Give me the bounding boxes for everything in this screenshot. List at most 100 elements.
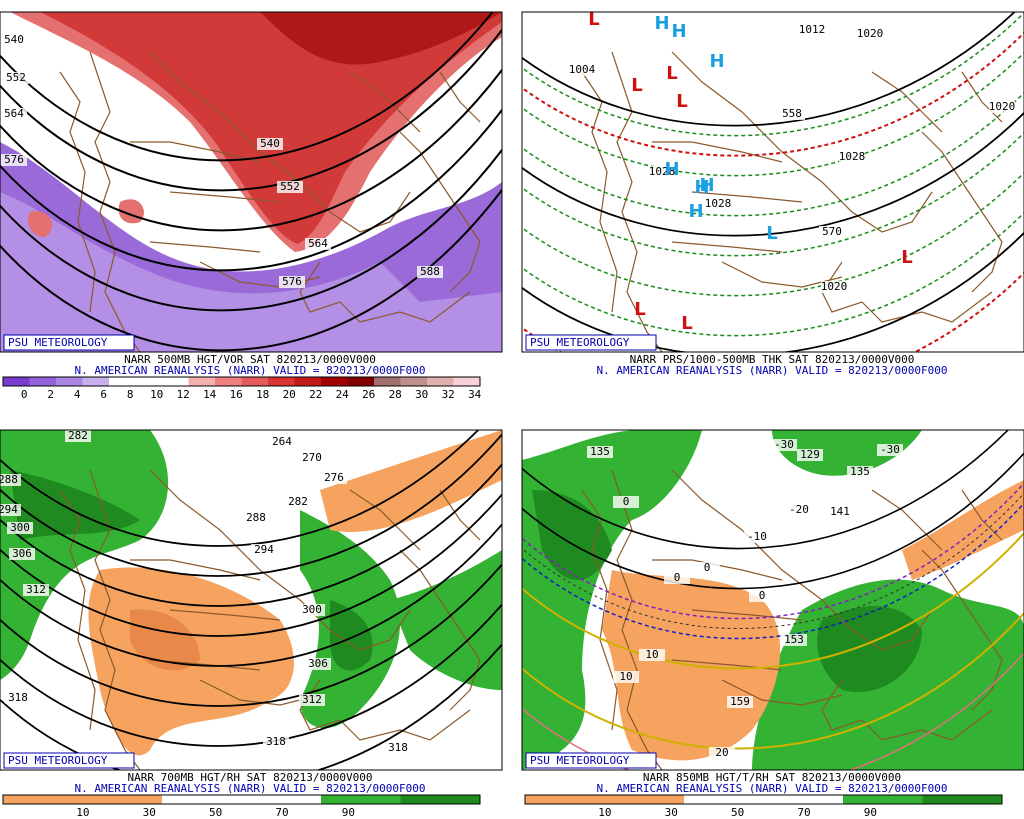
contour-label: 540: [4, 33, 24, 46]
colorbar-label: 32: [442, 388, 455, 401]
colorbar-swatch: [162, 377, 189, 386]
label-bg: [417, 266, 443, 278]
contour: [522, 51, 1024, 177]
coastline: [871, 71, 1003, 133]
pressure-center: H: [664, 159, 679, 180]
contour: [0, 562, 502, 707]
colorbar-swatch: [268, 377, 295, 386]
coastline: [871, 489, 1003, 551]
colorbar-frame: [524, 794, 1003, 805]
contour: [522, 111, 1024, 237]
contour-label: -30: [774, 438, 794, 451]
pressure-center: H: [654, 13, 669, 34]
contour-label: 153: [784, 633, 804, 646]
contour-label: 282: [288, 495, 308, 508]
colorbar-swatch: [453, 377, 480, 386]
label-bg: [799, 24, 825, 36]
pressure-center: H: [688, 201, 703, 222]
coastline: [299, 679, 471, 741]
label-bg: [781, 634, 807, 646]
colorbar-label: 70: [275, 806, 288, 819]
contour: [522, 652, 1024, 770]
contour-label: 264: [272, 435, 292, 448]
pressure-center: L: [681, 313, 692, 334]
label-bg: [779, 108, 805, 120]
coastline: [59, 71, 96, 313]
coastline: [671, 469, 933, 651]
contour-label: 558: [782, 107, 802, 120]
contour-label: 0: [704, 561, 711, 574]
label-bg: [7, 522, 33, 534]
pressure-center: L: [588, 9, 599, 30]
label-bg: [727, 696, 753, 708]
colorbar-label: 30: [143, 806, 156, 819]
colorbar-label: 4: [74, 388, 81, 401]
label-bg: [269, 436, 295, 448]
label-bg: [0, 504, 21, 516]
shade: [817, 606, 922, 692]
contour-label: 312: [302, 693, 322, 706]
label-bg: [771, 439, 797, 451]
label-bg: [299, 452, 325, 464]
label-bg: [877, 444, 903, 456]
colorbar-swatch: [347, 377, 374, 386]
colorbar-swatch: [374, 377, 401, 386]
map: 540 552 564 576 540 552 564 576 588: [0, 12, 502, 352]
badge: PSU METEOROLOGY: [8, 754, 108, 767]
pressure-center: L: [666, 63, 677, 84]
coastline: [299, 261, 471, 323]
label-bg: [639, 649, 665, 661]
label-bg: [263, 736, 289, 748]
contour-label: 288: [246, 511, 266, 524]
badge-box: [525, 752, 657, 769]
contour-label: 135: [590, 445, 610, 458]
label-bg: [613, 671, 639, 683]
colorbar-label: 30: [415, 388, 428, 401]
contour-label: 10: [619, 670, 632, 683]
label-bg: [5, 692, 31, 704]
label-bg: [819, 226, 845, 238]
colorbar-swatch: [294, 377, 321, 386]
coastline: [611, 51, 663, 352]
pressure-center: L: [634, 299, 645, 320]
colorbar-swatch: [843, 795, 923, 804]
shade: [320, 430, 502, 532]
label-bg: [613, 496, 639, 508]
badge-box: [3, 334, 135, 351]
contour-label: 552: [6, 71, 26, 84]
badge: PSU METEOROLOGY: [530, 754, 630, 767]
shade: [0, 192, 502, 352]
coastline: [130, 141, 281, 253]
panel: 540 552 564 576 540 552 564 576 588 PSU METEOROLO…: [0, 11, 503, 401]
shade: [130, 609, 200, 671]
contour: [522, 171, 1024, 297]
colorbar-swatch: [56, 377, 83, 386]
label-bg: [257, 138, 283, 150]
colorbar-swatch: [922, 795, 1002, 804]
label-bg: [827, 506, 853, 518]
colorbar-label: 50: [209, 806, 222, 819]
colorbar-label: 34: [468, 388, 482, 401]
shade: [260, 12, 502, 65]
label-bg: [705, 198, 731, 210]
colorbar-label: 20: [283, 388, 296, 401]
coastline: [671, 51, 933, 233]
label-bg: [749, 590, 775, 602]
contour-label: 300: [10, 521, 30, 534]
coastline: [921, 549, 1003, 711]
contour: [0, 12, 494, 162]
shade: [40, 12, 502, 244]
contour-label: -30: [880, 443, 900, 456]
contour-label: 576: [4, 153, 24, 166]
contour-label: 1012: [799, 23, 826, 36]
contour-label: 1028: [839, 150, 866, 163]
pressure-center: L: [766, 223, 777, 244]
contour: [522, 430, 1010, 550]
label-bg: [694, 562, 720, 574]
colorbar-label: 16: [230, 388, 243, 401]
contour: [0, 148, 502, 312]
colorbar-label: 8: [127, 388, 134, 401]
pressure-center: L: [631, 75, 642, 96]
colorbar-swatch: [604, 795, 684, 804]
